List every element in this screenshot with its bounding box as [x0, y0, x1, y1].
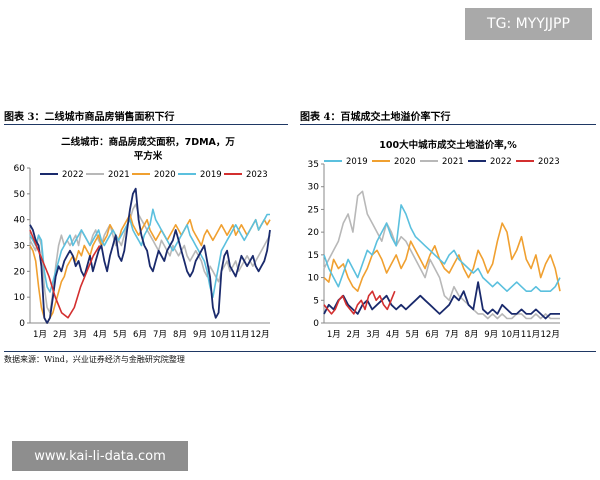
- right-y-tick-label: 25: [308, 205, 319, 215]
- watermark-top: TG: MYYJJPP: [465, 8, 592, 40]
- right-y-tick-label: 35: [308, 160, 319, 170]
- left-x-tick-label: 12月: [250, 330, 269, 340]
- left-x-tick-label: 10月: [210, 330, 229, 340]
- left-title-rule: [4, 124, 288, 125]
- left-x-tick-label: 6月: [133, 330, 147, 340]
- left-x-tick-label: 2月: [53, 330, 67, 340]
- left-legend: 2022 2021 2020 2019 2023: [40, 170, 268, 180]
- left-series-2021: [29, 203, 271, 314]
- source-note: 数据来源：Wind，兴业证券经济与金融研究院整理: [4, 355, 185, 364]
- right-x-tick-label: 6月: [425, 330, 439, 340]
- left-legend-label-2019: 2019: [200, 170, 222, 180]
- right-series-2023: [323, 290, 396, 315]
- right-chart: 100大中城市成交土地溢价率,% 2019 2020 2021 2022 2023 0 5…: [308, 139, 561, 340]
- left-legend-label-2023: 2023: [246, 170, 268, 180]
- left-y-tick-label: 40: [14, 216, 26, 226]
- right-chart-title: 100大中城市成交土地溢价率,%: [379, 139, 517, 151]
- left-x-tick-label: 5月: [113, 330, 127, 340]
- right-series-2019: [323, 204, 561, 292]
- left-y-tick-label: 10: [14, 293, 26, 303]
- right-x-tick-label: 1月: [327, 330, 341, 340]
- right-x-tick-label: 8月: [465, 330, 479, 340]
- left-y-tick-label: 60: [14, 164, 26, 174]
- right-y-tick-label: 20: [308, 228, 320, 238]
- left-x-tick-label: 4月: [93, 330, 107, 340]
- left-y-tick-label: 0: [19, 319, 25, 329]
- left-chart-title-line1: 二线城市：商品房成交面积，7DMA，万: [61, 136, 235, 148]
- right-title-rule: [300, 124, 596, 125]
- right-x-tick-label: 5月: [406, 330, 420, 340]
- bottom-rule: [4, 351, 596, 352]
- right-y-tick-label: 5: [313, 296, 319, 306]
- right-x-tick-label: 7月: [445, 330, 459, 340]
- right-series-2021: [323, 190, 560, 320]
- right-legend-label-2020: 2020: [394, 157, 416, 167]
- right-panel-title: 图表 4：百城成交土地溢价率下行: [300, 112, 451, 123]
- left-x-tick-label: 8月: [173, 330, 187, 340]
- right-x-tick-label: 4月: [386, 330, 400, 340]
- left-series-2022: [29, 187, 271, 324]
- right-x-tick-label: 3月: [366, 330, 380, 340]
- right-x-tick-label: 2月: [347, 330, 361, 340]
- left-x-tick-label: 7月: [153, 330, 167, 340]
- right-legend-label-2021: 2021: [442, 157, 464, 167]
- right-legend-label-2023: 2023: [538, 157, 560, 167]
- left-x-tick-label: 3月: [73, 330, 87, 340]
- right-y-tick-label: 0: [313, 319, 319, 329]
- left-panel-title: 图表 3：二线城市商品房销售面积下行: [4, 112, 175, 123]
- left-y-tick-label: 30: [14, 242, 26, 252]
- left-series-2019: [29, 208, 270, 298]
- right-x-tick-label: 9月: [484, 330, 498, 340]
- left-x-tick-label: 11月: [230, 330, 249, 340]
- left-y-tick-label: 50: [14, 190, 26, 200]
- right-y-tick-label: 15: [308, 251, 319, 261]
- left-series-2020: [29, 213, 271, 324]
- right-legend: 2019 2020 2021 2022 2023: [324, 157, 560, 167]
- watermark-bottom: www.kai-li-data.com: [12, 441, 188, 471]
- right-x-tick-label: 11月: [521, 330, 540, 340]
- right-y-tick-label: 10: [308, 274, 320, 284]
- left-legend-label-2021: 2021: [108, 170, 130, 180]
- right-series-2020: [323, 222, 561, 292]
- right-legend-label-2022: 2022: [490, 157, 512, 167]
- right-legend-label-2019: 2019: [346, 157, 368, 167]
- right-y-tick-label: 30: [308, 183, 320, 193]
- right-x-tick-label: 10月: [501, 330, 520, 340]
- right-x-tick-label: 12月: [541, 330, 560, 340]
- left-y-tick-label: 20: [14, 267, 26, 277]
- left-legend-label-2022: 2022: [62, 170, 84, 180]
- left-x-tick-label: 1月: [33, 330, 47, 340]
- left-legend-label-2020: 2020: [154, 170, 176, 180]
- left-series-2023: [29, 229, 101, 319]
- left-chart-title-line2: 平方米: [134, 150, 163, 162]
- left-x-tick-label: 9月: [193, 330, 207, 340]
- left-chart: 二线城市：商品房成交面积，7DMA，万 平方米 2022 2021 2020 2019…: [14, 136, 271, 340]
